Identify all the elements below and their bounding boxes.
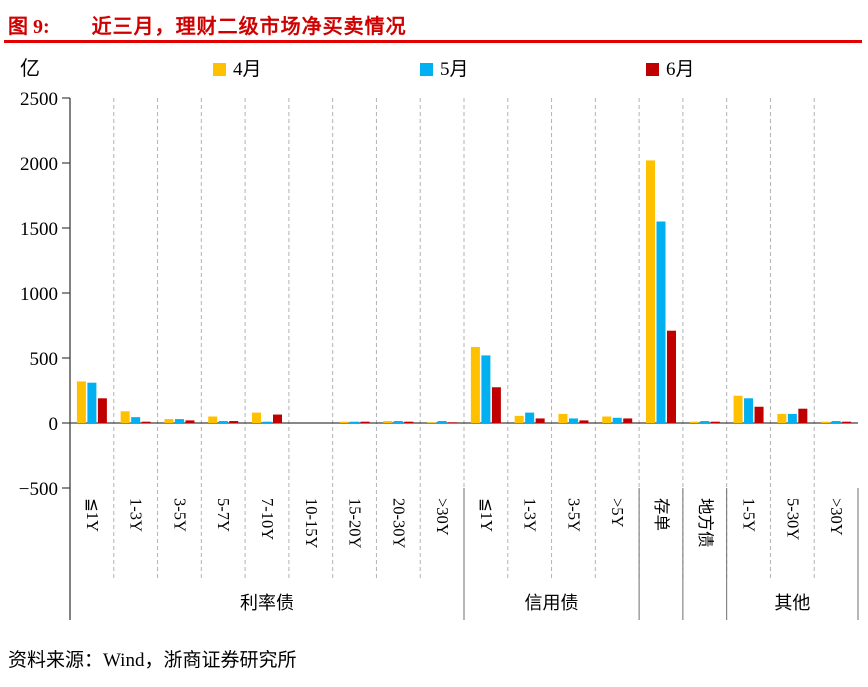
bar-6月-3-5Y [579, 420, 589, 423]
category-label: 1-5Y [740, 498, 759, 532]
bar-5月-3-5Y [568, 418, 578, 423]
bar-4月-1-3Y [514, 415, 524, 423]
bar-6月-1-3Y [535, 418, 545, 423]
bar-6月-1-5Y [754, 406, 764, 423]
bar-4月-1-5Y [733, 395, 743, 423]
bar-4月-7-10Y [252, 412, 261, 423]
bar-6月->30Y [842, 421, 852, 423]
bar-6月-≦1Y [97, 398, 107, 423]
legend-label-june: 6月 [666, 59, 695, 80]
category-label: >30Y [827, 498, 846, 536]
y-tick-label: 2500 [20, 89, 58, 110]
category-label: ≦1Y [477, 498, 496, 532]
bar-6月-5-7Y [229, 421, 239, 423]
bar-5月-7-10Y [262, 421, 272, 423]
bar-6月-1-3Y [141, 421, 151, 423]
category-label: ≦1Y [83, 498, 102, 532]
figure-title: 近三月，理财二级市场净买卖情况 [91, 16, 407, 38]
bar-4月-地方债 [689, 421, 699, 423]
bar-4月-15-20Y [339, 421, 349, 423]
category-label: 7-10Y [258, 498, 277, 540]
category-label: 5-7Y [214, 498, 233, 532]
bar-5月-20-30Y [393, 421, 403, 423]
category-label: 存单 [652, 498, 671, 531]
legend-swatch-0 [213, 63, 226, 76]
bar-5月->5Y [612, 417, 622, 423]
bar-4月-3-5Y [558, 413, 568, 423]
bar-5月-≦1Y [87, 382, 97, 423]
group-label: 其他 [774, 593, 810, 613]
bar-5月->30Y [831, 421, 841, 423]
category-label: 3-5Y [564, 498, 583, 532]
bar-5月-1-3Y [525, 412, 535, 423]
bar-4月-20-30Y [383, 421, 393, 423]
bar-4月-≦1Y [76, 381, 86, 423]
category-label: 5-30Y [783, 498, 802, 540]
bar-5月-3-5Y [174, 419, 184, 423]
category-label: >5Y [608, 498, 627, 528]
bar-4月-1-3Y [120, 411, 130, 423]
category-label: 3-5Y [170, 498, 189, 532]
bar-6月-7-10Y [273, 414, 282, 423]
legend-item-june: 6月 [646, 54, 695, 81]
bar-6月-地方债 [710, 421, 720, 423]
bar-5月-1-5Y [744, 398, 754, 423]
bar-4月->30Y [427, 422, 437, 423]
y-tick-label: 2000 [20, 154, 58, 175]
bar-4月-≦1Y [470, 346, 480, 423]
y-tick-label: 1000 [20, 284, 58, 305]
legend-swatch-2 [646, 63, 659, 76]
y-tick-label: −500 [19, 479, 58, 500]
legend-swatch-1 [420, 63, 433, 76]
bar-6月->30Y [448, 422, 458, 423]
group-label: 信用债 [525, 593, 579, 613]
legend-label-may: 5月 [440, 59, 469, 80]
figure-label: 图 9: [8, 16, 50, 38]
legend-item-may: 5月 [420, 54, 469, 81]
bar-chart: 2500 2000 1500 1000 500 0 −500 ≦1Y 1-3Y 3-5Y 5-7Y 7… [19, 89, 859, 620]
bar-4月->30Y [821, 421, 831, 423]
bar-5月-1-3Y [131, 417, 141, 423]
y-tick-label: 1500 [20, 219, 58, 240]
bar-6月-5-30Y [798, 408, 808, 423]
category-label: 20-30Y [389, 498, 408, 548]
figure-header: 图 9: 近三月，理财二级市场净买卖情况 [8, 10, 407, 39]
y-tick-label: 500 [30, 349, 59, 370]
category-label: >30Y [433, 498, 452, 536]
bar-5月-存单 [656, 221, 666, 423]
category-label: 15-20Y [346, 498, 365, 548]
bar-5月-5-7Y [218, 421, 228, 423]
group-label: 利率债 [240, 593, 294, 613]
bar-5月-≦1Y [481, 355, 491, 423]
y-axis-unit-label: 亿 [20, 58, 40, 80]
category-label: 1-3Y [127, 498, 146, 532]
bar-4月-5-30Y [777, 413, 787, 423]
legend-item-april: 4月 [213, 54, 262, 81]
bar-4月->5Y [602, 416, 612, 423]
bar-4月-存单 [646, 160, 655, 423]
bar-5月-地方债 [700, 421, 710, 423]
category-label: 10-15Y [302, 498, 321, 548]
bar-5月-15-20Y [350, 421, 360, 423]
bar-4月-5-7Y [208, 416, 218, 423]
category-label: 1-3Y [521, 498, 540, 532]
bar-6月-3-5Y [185, 420, 195, 423]
category-label: 地方债 [696, 498, 715, 548]
bar-6月-20-30Y [404, 421, 414, 423]
y-tick-label: 0 [49, 414, 59, 435]
bar-6月-存单 [667, 330, 676, 423]
legend-label-april: 4月 [233, 59, 262, 80]
bar-4月-3-5Y [164, 419, 174, 423]
bar-6月-15-20Y [360, 421, 370, 423]
bar-5月->30Y [437, 421, 447, 423]
bar-5月-5-30Y [787, 413, 797, 423]
bar-6月->5Y [623, 418, 633, 423]
title-divider [4, 40, 862, 43]
source-note: 资料来源：Wind，浙商证券研究所 [8, 650, 297, 671]
bar-6月-≦1Y [491, 387, 501, 423]
